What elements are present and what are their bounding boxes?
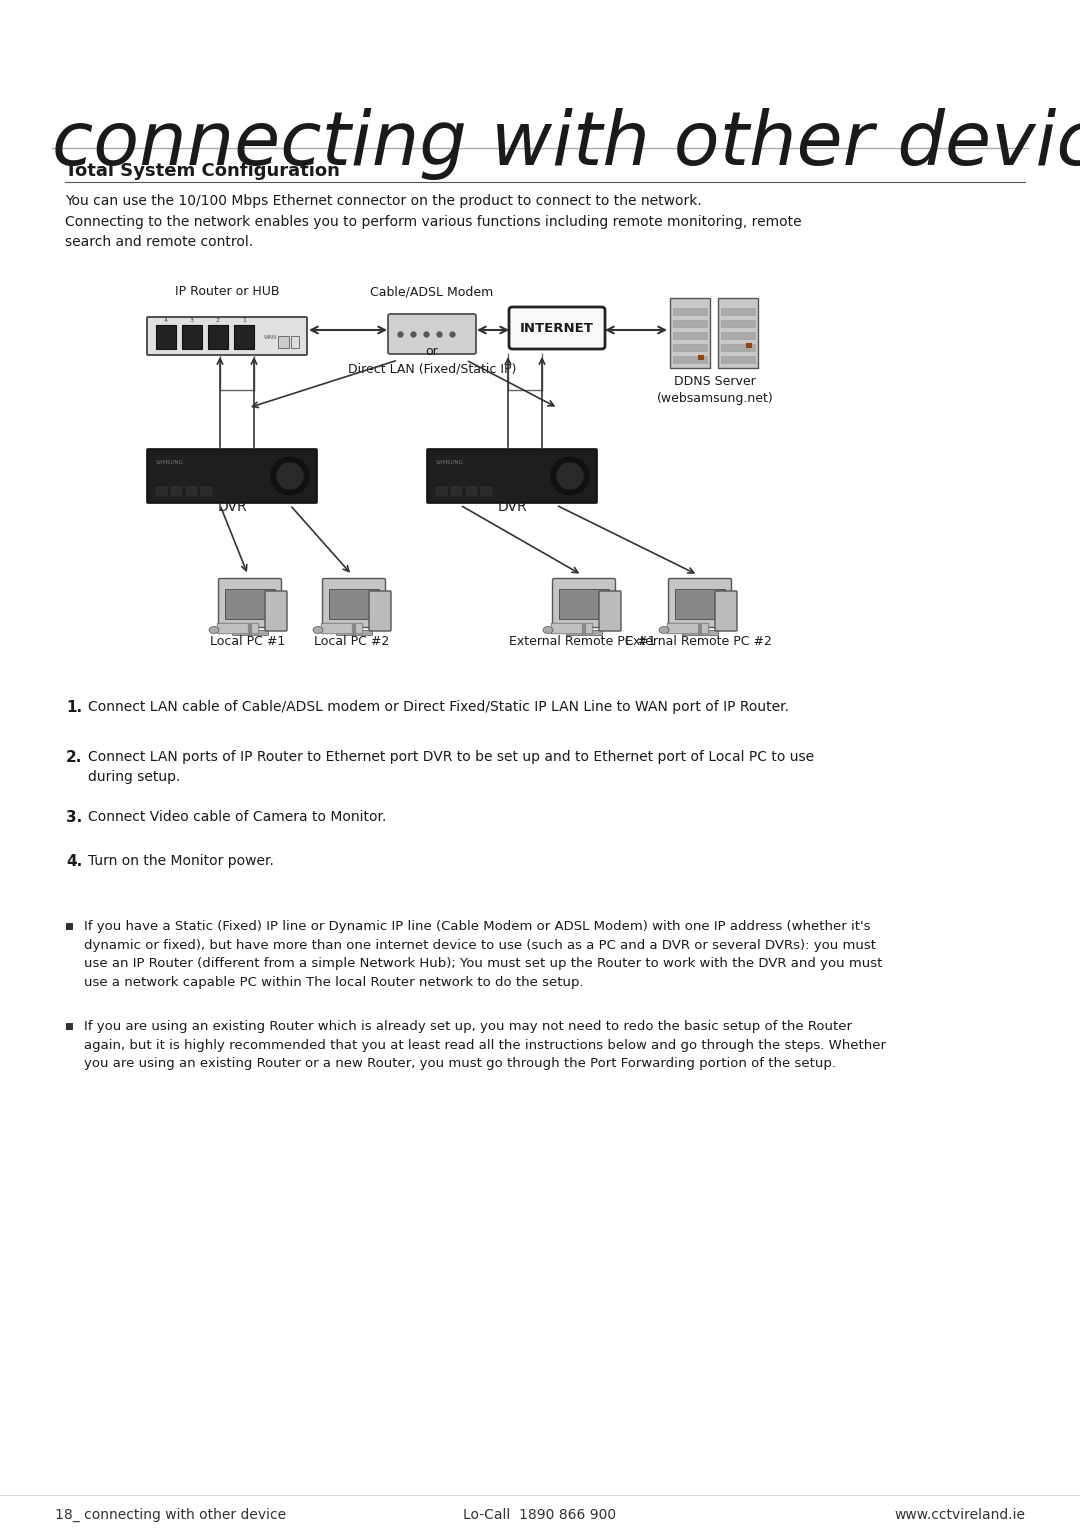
Text: Local PC #2: Local PC #2 [314,635,390,649]
Bar [721,308,755,315]
Bar [673,356,707,363]
Bar [66,923,73,930]
FancyBboxPatch shape [599,591,621,630]
Text: You can use the 10/100 Mbps Ethernet connector on the product to connect to the : You can use the 10/100 Mbps Ethernet con… [65,194,801,249]
Text: Lo-Call  1890 866 900: Lo-Call 1890 866 900 [463,1509,617,1522]
Text: 1.: 1. [66,701,82,715]
Circle shape [271,457,309,496]
FancyBboxPatch shape [667,623,708,633]
Bar [673,344,707,350]
Bar [183,324,202,349]
Text: 4: 4 [164,318,168,323]
FancyBboxPatch shape [715,591,737,630]
Bar [566,630,602,635]
Bar [721,320,755,327]
Text: 4.: 4. [66,854,82,869]
Bar [201,487,212,496]
Bar [681,630,718,635]
Bar [278,337,289,347]
Bar [208,324,228,349]
Circle shape [551,457,589,496]
Circle shape [276,464,303,490]
Text: If you are using an existing Router which is already set up, you may not need to: If you are using an existing Router whic… [84,1021,886,1069]
Bar [673,332,707,340]
FancyBboxPatch shape [265,591,287,630]
Text: If you have a Static (Fixed) IP line or Dynamic IP line (Cable Modem or ADSL Mod: If you have a Static (Fixed) IP line or … [84,920,882,988]
Bar [291,337,299,347]
Text: Turn on the Monitor power.: Turn on the Monitor power. [87,854,274,868]
Bar [675,589,725,620]
FancyBboxPatch shape [147,448,318,503]
FancyBboxPatch shape [323,578,386,627]
Text: Connect LAN ports of IP Router to Ethernet port DVR to be set up and to Ethernet: Connect LAN ports of IP Router to Ethern… [87,750,814,783]
Text: Connect Video cable of Camera to Monitor.: Connect Video cable of Camera to Monitor… [87,809,387,825]
Text: External Remote PC #2: External Remote PC #2 [624,635,771,649]
Bar [721,344,755,350]
Bar [670,298,710,369]
Bar [232,630,268,635]
Ellipse shape [210,626,219,633]
Bar [721,356,755,363]
Bar [186,487,197,496]
Text: DVR: DVR [497,500,527,514]
FancyBboxPatch shape [427,448,597,503]
Text: connecting with other device: connecting with other device [52,109,1080,181]
FancyBboxPatch shape [669,578,731,627]
Bar [481,487,492,496]
Text: 18_ connecting with other device: 18_ connecting with other device [55,1509,286,1522]
Bar [559,589,609,620]
Bar [156,487,167,496]
Text: INTERNET: INTERNET [521,321,594,335]
FancyBboxPatch shape [553,578,616,627]
FancyBboxPatch shape [369,591,391,630]
Text: or: or [426,344,438,358]
Text: 2: 2 [216,318,220,323]
FancyBboxPatch shape [388,314,476,353]
Text: Local PC #1: Local PC #1 [211,635,285,649]
Text: SAMSUNG: SAMSUNG [156,461,184,465]
Text: WAN: WAN [264,335,278,340]
Bar [156,324,176,349]
FancyBboxPatch shape [217,623,259,633]
Text: SAMSUNG: SAMSUNG [436,461,464,465]
FancyBboxPatch shape [321,623,363,633]
Bar [721,332,755,340]
Text: Direct LAN (Fixed/Static IP): Direct LAN (Fixed/Static IP) [348,363,516,375]
Bar [171,487,183,496]
Text: Total System Configuration: Total System Configuration [65,162,340,181]
Circle shape [557,464,583,490]
Bar [746,343,752,347]
Text: 2.: 2. [66,750,82,765]
FancyBboxPatch shape [509,308,605,349]
Bar [436,487,447,496]
Text: 3: 3 [190,318,194,323]
Text: Cable/ADSL Modem: Cable/ADSL Modem [370,285,494,298]
Bar [673,308,707,315]
Text: DVR: DVR [217,500,247,514]
Text: Connect LAN cable of Cable/ADSL modem or Direct Fixed/Static IP LAN Line to WAN : Connect LAN cable of Cable/ADSL modem or… [87,701,789,715]
Bar [465,487,477,496]
Bar [451,487,462,496]
Text: 3.: 3. [66,809,82,825]
Ellipse shape [313,626,323,633]
Text: External Remote PC #1: External Remote PC #1 [509,635,656,649]
Bar [234,324,254,349]
FancyBboxPatch shape [551,623,593,633]
Bar [225,589,275,620]
Ellipse shape [659,626,669,633]
Bar [673,320,707,327]
FancyBboxPatch shape [147,317,307,355]
Ellipse shape [543,626,553,633]
Text: IP Router or HUB: IP Router or HUB [175,285,280,298]
Text: 1: 1 [242,318,246,323]
Bar [66,1024,73,1030]
Bar [329,589,379,620]
Bar [718,298,758,369]
FancyBboxPatch shape [218,578,282,627]
Text: DDNS Server
(websamsung.net): DDNS Server (websamsung.net) [657,375,773,405]
Bar [698,355,704,360]
Text: www.cctvireland.ie: www.cctvireland.ie [894,1509,1025,1522]
Bar [336,630,372,635]
